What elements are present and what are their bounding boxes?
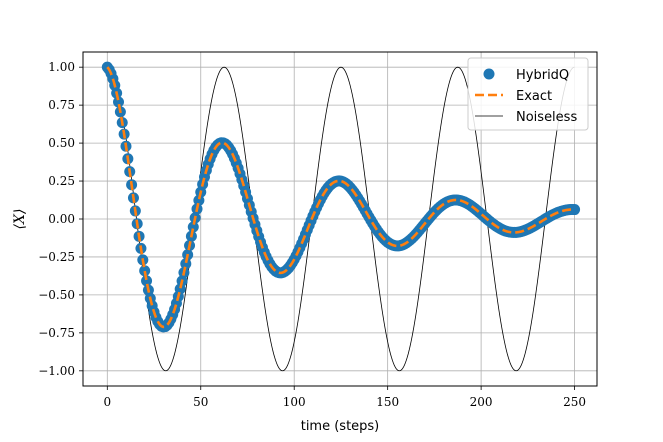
series-exact [106,66,575,329]
x-tick-label: 100 [283,395,306,409]
exact-line [106,66,575,329]
y-axis-ticks: 1.00 0.75 0.50 0.25 0.00 −0.25 −0.50 −0.75 −1.00 [38,60,83,378]
x-tick-label: 200 [470,395,493,409]
hybridq-point [187,221,199,233]
x-tick-label: 50 [193,395,208,409]
y-tick-label: −0.50 [38,288,75,302]
series-hybridq [101,61,581,333]
y-tick-label: 0.25 [48,174,75,188]
legend-label-exact: Exact [516,89,552,104]
legend-marker-hybridq [483,68,495,80]
y-tick-label: −1.00 [38,364,75,378]
y-tick-label: 1.00 [48,60,75,74]
hybridq-point [569,204,581,216]
x-tick-label: 250 [563,395,586,409]
x-axis-ticks: 0 50 100 150 200 250 [103,386,586,409]
hybridq-point [180,258,192,270]
y-tick-label: 0.75 [48,98,75,112]
hybridq-point [113,96,125,108]
y-tick-label: 0.50 [48,136,75,150]
hybridq-point [139,265,151,277]
x-axis-label: time (steps) [301,419,380,434]
y-tick-label: 0.00 [48,212,75,226]
legend: HybridQ Exact Noiseless [467,57,589,131]
legend-label-noiseless: Noiseless [516,110,577,125]
y-axis-label: ⟨X⟩ [12,209,28,230]
y-tick-label: −0.75 [38,326,75,340]
hybridq-point [141,275,153,287]
y-tick-label: −0.25 [38,250,75,264]
legend-frame [467,57,589,131]
x-tick-label: 0 [103,395,111,409]
legend-label-hybridq: HybridQ [516,68,569,83]
series-noiseless [107,66,575,372]
x-tick-label: 150 [376,395,399,409]
hybridq-point [193,194,205,206]
noiseless-line [107,66,575,372]
